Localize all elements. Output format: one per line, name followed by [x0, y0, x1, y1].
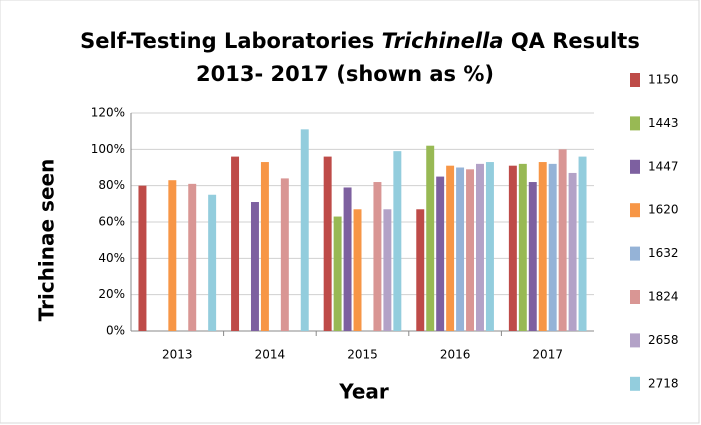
legend-label: 2718 — [648, 376, 679, 390]
bar — [476, 163, 484, 331]
legend-label: 1150 — [648, 73, 679, 87]
y-tick-label: 80% — [98, 178, 125, 192]
bar — [300, 129, 309, 331]
bar — [280, 178, 289, 331]
bar — [138, 185, 147, 331]
bar — [168, 180, 177, 331]
x-tick-label: 2017 — [532, 348, 563, 362]
x-tick-label: 2013 — [162, 348, 193, 362]
x-axis-label: Year — [338, 380, 389, 404]
bar — [558, 149, 567, 331]
bar — [426, 145, 435, 331]
bar — [578, 156, 587, 331]
bar — [436, 176, 445, 331]
bar — [343, 187, 352, 331]
bar — [518, 163, 527, 331]
legend-label: 2658 — [648, 333, 679, 347]
bar — [323, 156, 332, 331]
legend-label: 1824 — [648, 290, 679, 304]
x-tick-label: 2016 — [440, 348, 471, 362]
bar — [416, 209, 425, 331]
legend-label: 1620 — [648, 203, 679, 217]
bar — [485, 162, 494, 331]
title-part: Trichinella — [382, 29, 504, 53]
legend-swatch — [630, 116, 640, 131]
legend-label: 1447 — [648, 159, 679, 173]
bar — [508, 165, 517, 331]
bar — [446, 165, 455, 331]
bar — [456, 167, 465, 331]
chart-title: 2013- 2017 (shown as %) — [196, 62, 494, 86]
bar — [250, 202, 259, 331]
title-part: Self-Testing Laboratories — [80, 29, 374, 53]
y-tick-label: 100% — [91, 142, 125, 156]
legend-swatch — [630, 376, 640, 391]
legend-swatch — [630, 159, 640, 174]
bar — [353, 209, 362, 331]
x-tick-label: 2014 — [255, 348, 286, 362]
bar — [260, 162, 269, 331]
bar — [538, 162, 547, 331]
chart-title: Self-Testing Laboratories Trichinella QA… — [80, 29, 640, 53]
legend-label: 1443 — [648, 116, 679, 130]
y-tick-label: 40% — [98, 251, 125, 265]
bar — [528, 182, 537, 331]
legend-swatch — [630, 73, 640, 87]
bar — [568, 172, 577, 331]
legend-swatch — [630, 333, 640, 348]
bar — [188, 183, 197, 331]
y-tick-label: 0% — [106, 324, 125, 338]
legend-swatch — [630, 246, 640, 261]
y-tick-label: 120% — [91, 106, 125, 120]
y-tick-label: 60% — [98, 215, 125, 229]
legend-label: 1632 — [648, 246, 679, 260]
legend-swatch — [630, 203, 640, 218]
bar — [393, 151, 402, 331]
bar — [548, 163, 557, 331]
bar — [231, 156, 240, 331]
title-part: QA Results — [511, 29, 640, 53]
bar — [208, 194, 217, 331]
bar — [333, 216, 342, 331]
y-axis-label: Trichinae seen — [35, 159, 59, 322]
bar — [466, 169, 475, 331]
bar — [383, 209, 392, 331]
legend-swatch — [630, 290, 640, 304]
bar — [373, 182, 382, 331]
y-tick-label: 20% — [98, 287, 125, 301]
x-tick-label: 2015 — [347, 348, 378, 362]
